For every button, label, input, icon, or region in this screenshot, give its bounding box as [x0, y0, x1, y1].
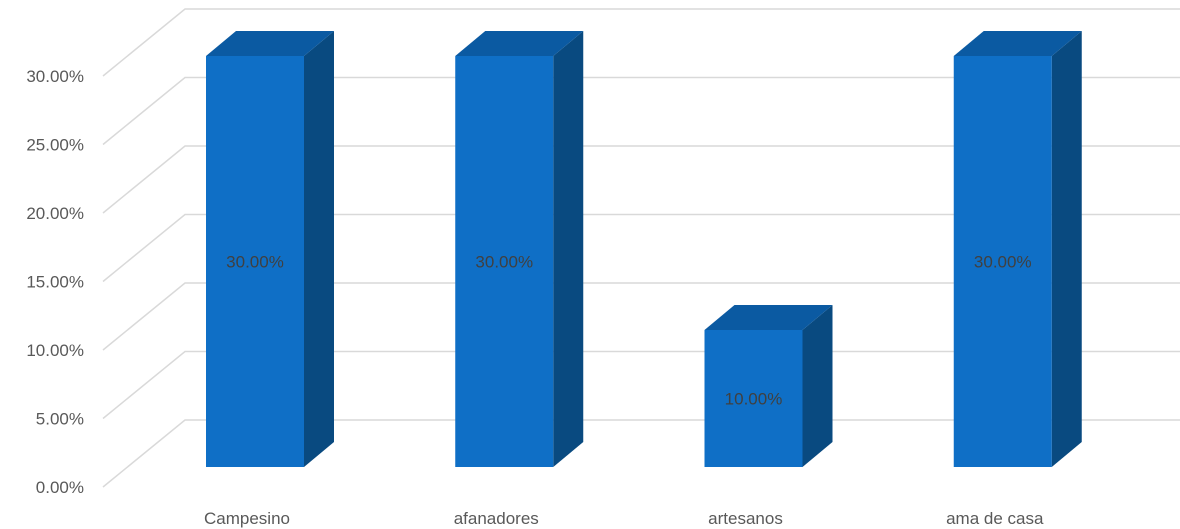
- bar-front-2: [704, 330, 803, 467]
- bar-top-1: [455, 31, 584, 56]
- gridlines: [102, 8, 1180, 488]
- y-tick-label-6: 30.00%: [26, 67, 84, 86]
- y-tick-label-4: 20.00%: [26, 204, 84, 223]
- bar-front-1: [455, 56, 554, 467]
- data-label-2: 10.00%: [725, 390, 783, 409]
- gridline-3: [102, 213, 1180, 283]
- gridline-1: [102, 350, 1180, 420]
- bars: 30.00% Campesino 30.00% afanadores 10.00% art…: [204, 31, 1082, 528]
- bar-0: [206, 31, 334, 467]
- data-label-3: 30.00%: [974, 253, 1032, 272]
- x-tick-label-1: afanadores: [454, 509, 539, 528]
- bar-side-1: [553, 31, 584, 467]
- y-tick-label-1: 5.00%: [36, 410, 84, 429]
- y-tick-label-3: 15.00%: [26, 273, 84, 292]
- y-tick-label-0: 0.00%: [36, 478, 84, 497]
- gridline-5: [102, 76, 1180, 146]
- x-tick-label-2: artesanos: [708, 509, 783, 528]
- bar-side-3: [1051, 31, 1082, 467]
- bar-top-0: [206, 31, 334, 56]
- data-label-0: 30.00%: [226, 253, 284, 272]
- bar-1: [455, 31, 584, 467]
- x-tick-label-3: ama de casa: [946, 509, 1044, 528]
- data-label-1: 30.00%: [475, 253, 533, 272]
- bar-front-0: [206, 56, 304, 467]
- gridline-6: [102, 8, 1180, 77]
- bar-side-0: [304, 31, 334, 467]
- x-tick-label-0: Campesino: [204, 509, 290, 528]
- bar-2: [704, 305, 833, 467]
- gridline-2: [102, 282, 1180, 351]
- bar-3: [953, 31, 1082, 467]
- bar-side-2: [802, 305, 833, 467]
- gridline-0: [102, 419, 1180, 488]
- y-axis-tick-labels: 0.00% 5.00% 10.00% 15.00% 20.00% 25.00% 30.00%: [26, 67, 84, 497]
- bar-front-3: [953, 56, 1052, 467]
- gridline-4: [102, 145, 1180, 214]
- y-tick-label-5: 25.00%: [26, 136, 84, 155]
- bar-top-2: [704, 305, 833, 330]
- y-tick-label-2: 10.00%: [26, 341, 84, 360]
- bar-top-3: [953, 31, 1082, 56]
